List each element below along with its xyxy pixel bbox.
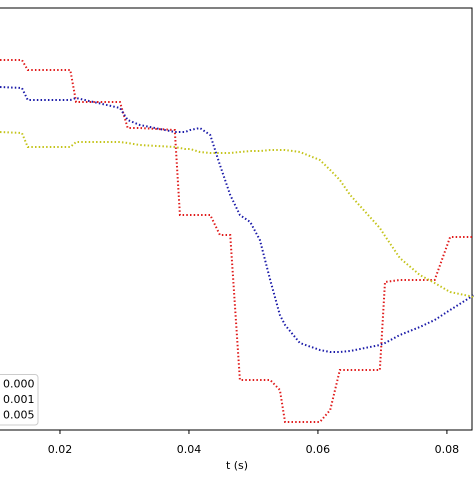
series-line bbox=[0, 86, 474, 353]
legend-label: 0.000 bbox=[3, 378, 35, 391]
legend-label: 0.005 bbox=[3, 409, 35, 422]
legend-box bbox=[0, 374, 39, 426]
x-axis-label: t (s) bbox=[226, 459, 248, 472]
x-tick-label: 0.06 bbox=[306, 443, 331, 456]
legend-label: 0.001 bbox=[3, 393, 35, 406]
series-line bbox=[0, 59, 474, 423]
x-tick-label: 0.08 bbox=[435, 443, 460, 456]
x-tick-label: 0.04 bbox=[177, 443, 202, 456]
series-line bbox=[0, 131, 474, 298]
x-tick-label: 0.02 bbox=[48, 443, 73, 456]
plot-frame bbox=[0, 7, 473, 431]
